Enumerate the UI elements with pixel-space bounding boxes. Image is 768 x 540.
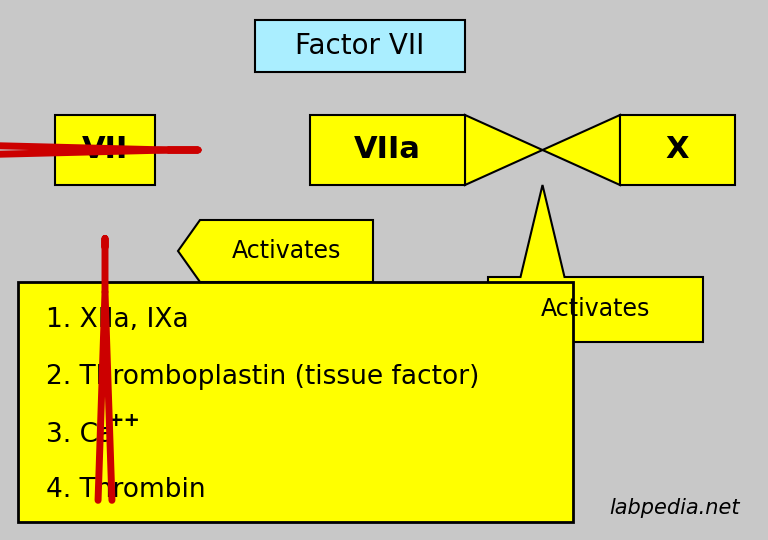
FancyBboxPatch shape — [620, 115, 735, 185]
Text: labpedia.net: labpedia.net — [610, 498, 740, 518]
Polygon shape — [178, 220, 373, 282]
Text: VIIa: VIIa — [354, 136, 421, 165]
FancyBboxPatch shape — [55, 115, 155, 185]
Text: Factor VII: Factor VII — [296, 32, 425, 60]
Text: X: X — [666, 136, 689, 165]
Polygon shape — [465, 115, 542, 185]
Text: Activates: Activates — [232, 239, 341, 263]
Text: ++: ++ — [108, 411, 141, 430]
Text: Activates: Activates — [541, 298, 650, 321]
Polygon shape — [542, 115, 620, 185]
Text: 2. Thromboplastin (tissue factor): 2. Thromboplastin (tissue factor) — [46, 364, 479, 390]
Text: 3. Ca: 3. Ca — [46, 422, 114, 448]
FancyBboxPatch shape — [255, 20, 465, 72]
FancyBboxPatch shape — [310, 115, 465, 185]
FancyBboxPatch shape — [18, 282, 573, 522]
Text: VII: VII — [82, 136, 128, 165]
Polygon shape — [488, 185, 703, 342]
Text: 4. Thrombin: 4. Thrombin — [46, 477, 206, 503]
Text: 1. XIIa, IXa: 1. XIIa, IXa — [46, 307, 189, 333]
